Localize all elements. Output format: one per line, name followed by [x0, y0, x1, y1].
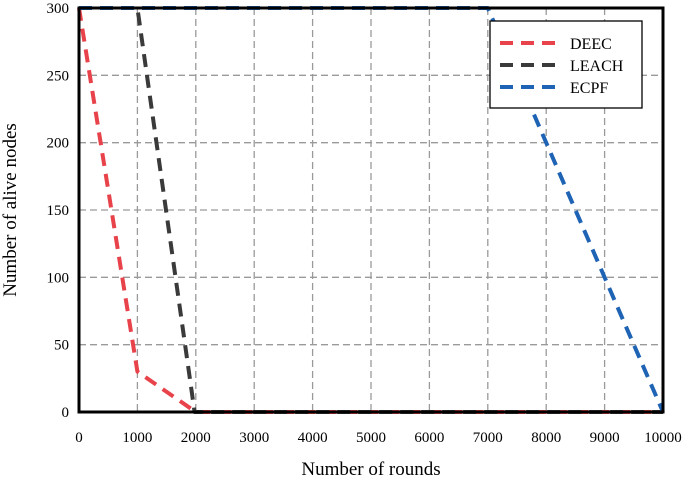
y-tick-label: 250: [47, 68, 70, 84]
y-tick-label: 0: [62, 405, 70, 421]
x-tick-label: 3000: [239, 430, 269, 446]
y-tick-label: 300: [47, 1, 70, 17]
x-tick-label: 6000: [414, 430, 444, 446]
x-tick-label: 8000: [531, 430, 561, 446]
y-tick-label: 50: [54, 338, 69, 354]
x-tick-label: 1000: [122, 430, 152, 446]
x-tick-label: 7000: [473, 430, 503, 446]
x-tick-label: 0: [75, 430, 83, 446]
legend: DEEC LEACH ECPF: [489, 20, 643, 109]
x-axis-title: Number of rounds: [301, 459, 440, 480]
y-tick-label: 200: [47, 136, 70, 152]
legend-box: [489, 20, 643, 109]
x-tick-label: 10000: [644, 430, 682, 446]
legend-label-leach: LEACH: [570, 58, 624, 75]
grid: [79, 8, 663, 412]
y-tick-label: 150: [47, 203, 70, 219]
y-axis-title: Number of alive nodes: [0, 123, 21, 297]
x-tick-label: 4000: [298, 430, 328, 446]
x-tick-label: 5000: [356, 430, 386, 446]
legend-label-deec: DEEC: [570, 36, 612, 53]
y-tick-label: 100: [47, 270, 70, 286]
x-tick-label: 2000: [181, 430, 211, 446]
legend-label-ecpf: ECPF: [570, 80, 608, 97]
plot-frame: [77, 6, 665, 414]
x-axis-ticks: 0 1000 2000 3000 4000 5000 6000 7000 8000 9000 100…: [75, 430, 682, 446]
y-axis-ticks: 0 50 100 150 200 250 300: [47, 1, 70, 421]
x-tick-label: 9000: [590, 430, 620, 446]
